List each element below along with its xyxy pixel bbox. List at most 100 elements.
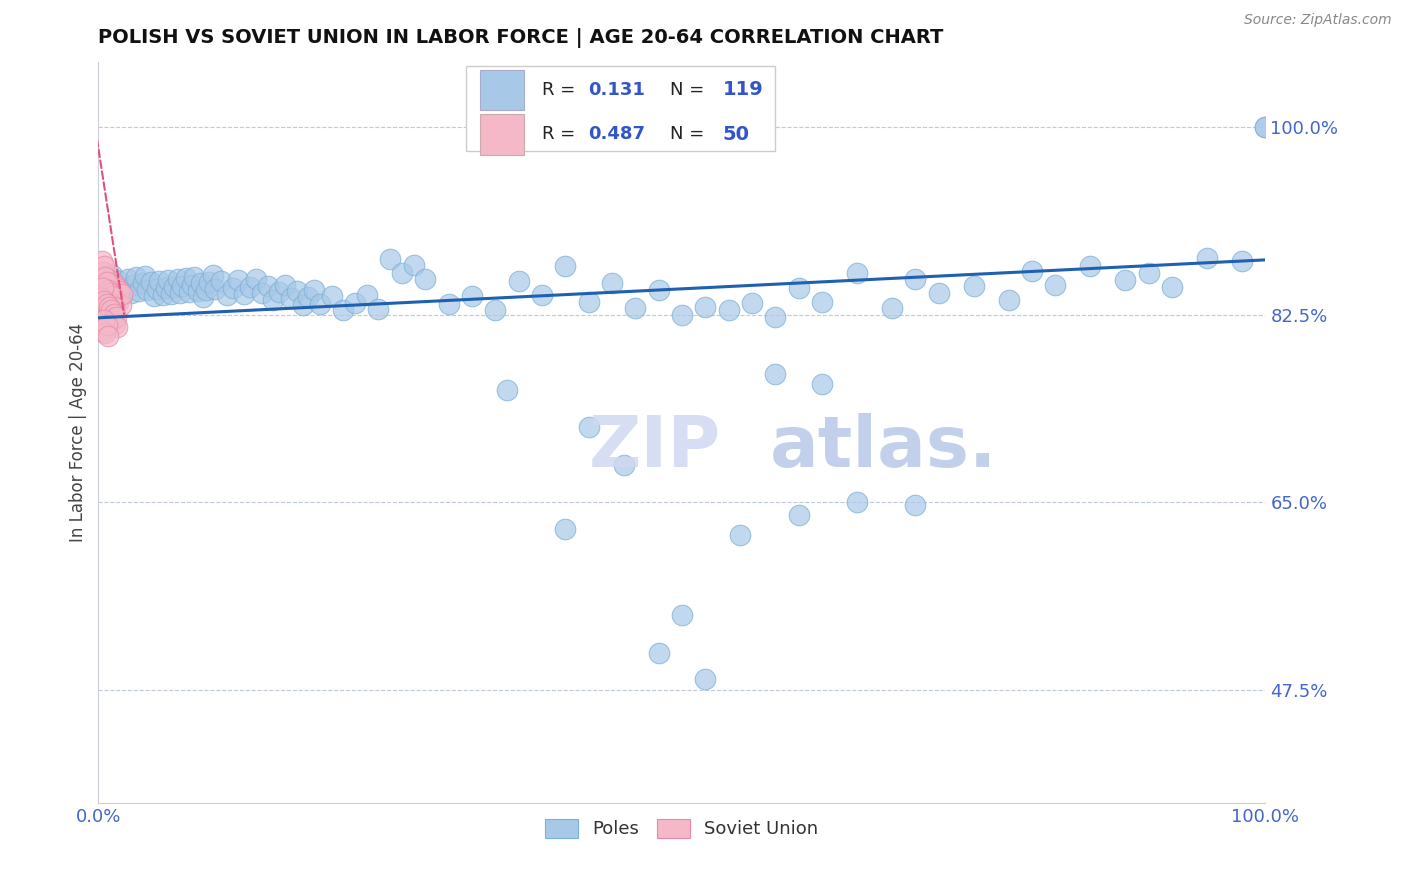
Point bbox=[413, 272, 436, 286]
FancyBboxPatch shape bbox=[465, 66, 775, 152]
Point bbox=[304, 283, 326, 297]
Point bbox=[91, 281, 114, 295]
Point bbox=[94, 270, 117, 285]
Point bbox=[1114, 273, 1136, 287]
Point bbox=[97, 282, 120, 296]
Point bbox=[437, 297, 460, 311]
Point bbox=[1254, 120, 1277, 134]
Point bbox=[125, 270, 148, 285]
Point bbox=[136, 283, 159, 297]
Point bbox=[194, 283, 217, 297]
Point bbox=[91, 265, 114, 279]
Point bbox=[108, 274, 131, 288]
Point bbox=[600, 277, 623, 291]
Point bbox=[152, 288, 174, 302]
Point bbox=[1021, 263, 1043, 277]
Point bbox=[104, 277, 127, 292]
Point bbox=[309, 297, 332, 311]
Point bbox=[90, 283, 112, 297]
Point bbox=[402, 258, 425, 272]
Point bbox=[530, 288, 553, 302]
Point bbox=[122, 277, 145, 292]
Point bbox=[107, 294, 129, 309]
Point bbox=[110, 298, 132, 312]
Point bbox=[904, 272, 927, 286]
Point bbox=[90, 254, 112, 268]
Point bbox=[148, 274, 170, 288]
Point bbox=[811, 377, 834, 392]
Point bbox=[179, 285, 201, 299]
Point bbox=[198, 276, 221, 290]
Point bbox=[209, 274, 232, 288]
Point bbox=[96, 318, 118, 333]
Point bbox=[91, 268, 114, 282]
Point bbox=[157, 273, 180, 287]
Point bbox=[100, 297, 122, 311]
Point bbox=[190, 277, 212, 291]
Point bbox=[98, 293, 121, 307]
Text: 0.131: 0.131 bbox=[589, 81, 645, 99]
Text: atlas.: atlas. bbox=[769, 413, 997, 482]
Point bbox=[163, 279, 186, 293]
Point bbox=[183, 270, 205, 285]
Point bbox=[1161, 279, 1184, 293]
Point bbox=[146, 282, 169, 296]
Text: 0.487: 0.487 bbox=[589, 125, 645, 144]
Text: ZIP: ZIP bbox=[589, 413, 721, 482]
Text: R =: R = bbox=[541, 125, 581, 144]
Point bbox=[496, 383, 519, 397]
Point bbox=[846, 495, 869, 509]
Point bbox=[169, 286, 191, 301]
Point bbox=[134, 268, 156, 283]
Text: POLISH VS SOVIET UNION IN LABOR FORCE | AGE 20-64 CORRELATION CHART: POLISH VS SOVIET UNION IN LABOR FORCE | … bbox=[98, 28, 943, 48]
Point bbox=[90, 302, 112, 317]
Point bbox=[250, 286, 273, 301]
Point bbox=[344, 295, 367, 310]
Point bbox=[262, 293, 284, 307]
Point bbox=[380, 252, 402, 266]
Point bbox=[143, 289, 166, 303]
Point bbox=[763, 310, 786, 324]
Point bbox=[391, 266, 413, 280]
Point bbox=[93, 276, 115, 290]
Point bbox=[93, 260, 115, 274]
Point bbox=[201, 268, 224, 282]
Point bbox=[128, 284, 150, 298]
Point bbox=[256, 278, 278, 293]
Point bbox=[193, 290, 215, 304]
Point bbox=[187, 284, 209, 298]
Point bbox=[787, 508, 810, 523]
Text: R =: R = bbox=[541, 81, 581, 99]
Point bbox=[103, 300, 125, 314]
Point bbox=[94, 304, 117, 318]
Point bbox=[554, 260, 576, 274]
Point bbox=[962, 278, 984, 293]
Point bbox=[508, 274, 530, 288]
Point bbox=[928, 286, 950, 301]
FancyBboxPatch shape bbox=[479, 70, 524, 111]
Point bbox=[613, 458, 636, 472]
Point bbox=[367, 302, 389, 317]
Point bbox=[578, 294, 600, 309]
Point bbox=[787, 281, 810, 295]
Text: 50: 50 bbox=[723, 125, 749, 144]
Point bbox=[671, 607, 693, 622]
Point bbox=[285, 284, 308, 298]
Point bbox=[624, 301, 647, 315]
Point bbox=[98, 286, 121, 301]
Point bbox=[101, 274, 124, 288]
Point bbox=[112, 281, 135, 295]
Point bbox=[105, 281, 128, 295]
Point bbox=[159, 287, 181, 301]
Point bbox=[269, 285, 291, 299]
Point bbox=[215, 288, 238, 302]
Point bbox=[245, 272, 267, 286]
Text: 119: 119 bbox=[723, 80, 763, 100]
Point bbox=[461, 289, 484, 303]
Point bbox=[166, 272, 188, 286]
Point bbox=[717, 303, 740, 318]
Point bbox=[111, 288, 134, 302]
Point bbox=[578, 420, 600, 434]
Point bbox=[97, 283, 120, 297]
Point bbox=[1080, 260, 1102, 274]
